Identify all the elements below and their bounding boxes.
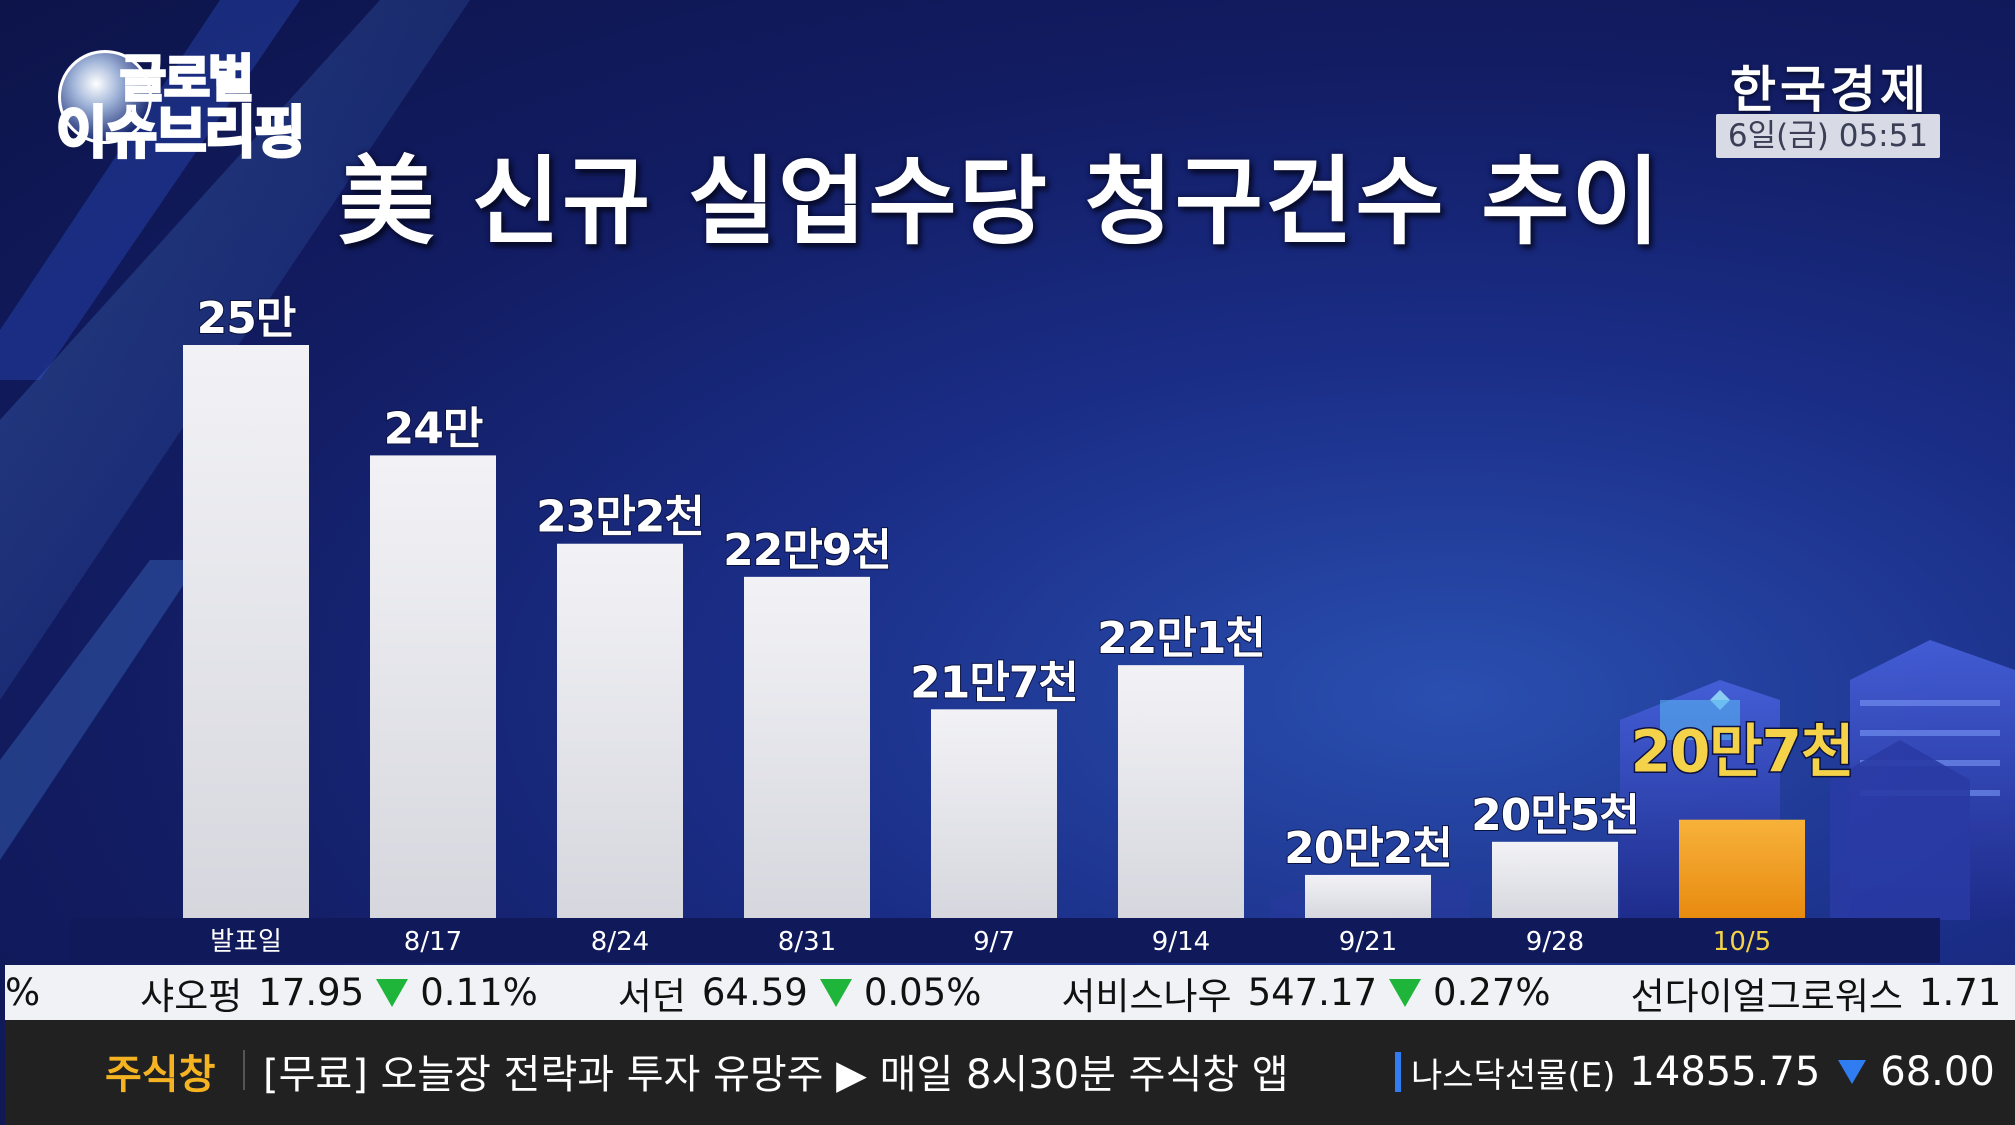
bar — [1305, 874, 1431, 918]
index-change: 68.00 — [1880, 1049, 1995, 1095]
program-logo: 글로벌 이슈브리핑 — [52, 46, 352, 171]
tick-label: 9/21 — [1339, 927, 1397, 957]
ticker-change: 0.11% — [420, 971, 538, 1014]
tick-label: 8/17 — [404, 927, 462, 957]
logo-line-2: 이슈브리핑 — [55, 101, 308, 166]
tick-label: 8/24 — [591, 927, 649, 957]
tick-label: 9/7 — [973, 927, 1015, 957]
data-label: 20만7천 — [1631, 718, 1854, 786]
data-label: 22만1천 — [1097, 613, 1265, 664]
ticker-price: 64.59 — [701, 971, 808, 1014]
bar — [183, 345, 309, 918]
timestamp: 6일(금) 05:51 — [1716, 114, 1940, 158]
down-arrow-icon — [1838, 1060, 1867, 1084]
ticker-name: 선다이얼그로워스 — [1630, 974, 1903, 1018]
down-arrow-icon — [376, 978, 409, 1007]
axis-band — [70, 918, 1940, 963]
ticker-name: 샤오펑 — [140, 974, 243, 1018]
broadcaster-name: 한국경제 — [1730, 60, 1930, 119]
bar — [931, 709, 1057, 918]
bar — [1118, 665, 1244, 918]
index-name: 나스닥선물(E) — [1411, 1055, 1616, 1096]
tick-label: 10/5 — [1713, 927, 1771, 957]
tick-label: 9/14 — [1152, 927, 1210, 957]
ticker-item: 서던 64.59 0.05% — [618, 966, 982, 1020]
index-quote: 나스닥선물(E) 14855.75 68.00 — [1395, 1042, 1995, 1102]
light-beam-2 — [0, 560, 200, 860]
channel-label: 주식창 — [105, 1052, 216, 1098]
tick-label: 발표일 — [210, 927, 282, 957]
data-label: 20만2천 — [1284, 823, 1452, 874]
down-arrow-icon — [1389, 978, 1422, 1007]
index-marker — [1395, 1052, 1401, 1092]
logo-line-1: 글로벌 — [119, 50, 256, 108]
divider — [243, 1050, 245, 1090]
data-label: 25만 — [197, 293, 296, 344]
data-label: 23만2천 — [536, 492, 704, 543]
down-arrow-icon — [819, 978, 852, 1007]
bottom-news-bar: 주식창 [무료] 오늘장 전략과 투자 유망주 ▶ 매일 8시30분 주식창 앱… — [5, 1020, 2015, 1125]
light-beam-3 — [0, 0, 300, 380]
chart-title: 美 신규 실업수당 청구건수 추이 — [338, 146, 1662, 258]
ticker-price: 1.71 — [1918, 971, 2002, 1014]
index-value: 14855.75 — [1629, 1049, 1821, 1095]
data-label: 22만9천 — [723, 525, 891, 576]
ticker-item: 서비스나우 547.17 0.27% — [1061, 966, 1550, 1020]
ticker-name: 서비스나우 — [1061, 974, 1232, 1018]
bar — [557, 543, 683, 918]
data-label: 21만7천 — [910, 657, 1078, 708]
bar-chart: 25만 24만 23만2천 22만9천 21만7천 22만1천 20만2천 20만5천20만7… — [70, 292, 1940, 963]
ticker-price: 547.17 — [1247, 971, 1378, 1014]
globe-icon — [58, 50, 152, 144]
ticker-change: 0.05% — [863, 971, 982, 1014]
tick-label: 8/31 — [778, 927, 836, 957]
bar-highlight — [1679, 819, 1805, 918]
ticker-change: 0.27% — [1433, 971, 1551, 1014]
ticker-lead: % — [5, 971, 41, 1014]
news-crawl: [무료] 오늘장 전략과 투자 유망주 ▶ 매일 8시30분 주식창 앱 — [263, 1052, 1289, 1098]
tick-label: 9/28 — [1526, 927, 1584, 957]
ticker-name: 서던 — [617, 974, 686, 1018]
stock-ticker: % 샤오펑 17.95 0.11% 서던 64.59 0.05% 서비스나우 5… — [5, 965, 2015, 1020]
ticker-item: 샤오펑 17.95 0.11% — [140, 966, 538, 1020]
ticker-item: 선다이얼그로워스 1.71 — [1631, 966, 2002, 1020]
bar — [370, 455, 496, 918]
data-label: 24만 — [384, 403, 483, 454]
ticker-price: 17.95 — [258, 971, 365, 1014]
data-label: 20만5천 — [1471, 790, 1639, 841]
bar — [744, 576, 870, 918]
bar — [1492, 841, 1618, 918]
